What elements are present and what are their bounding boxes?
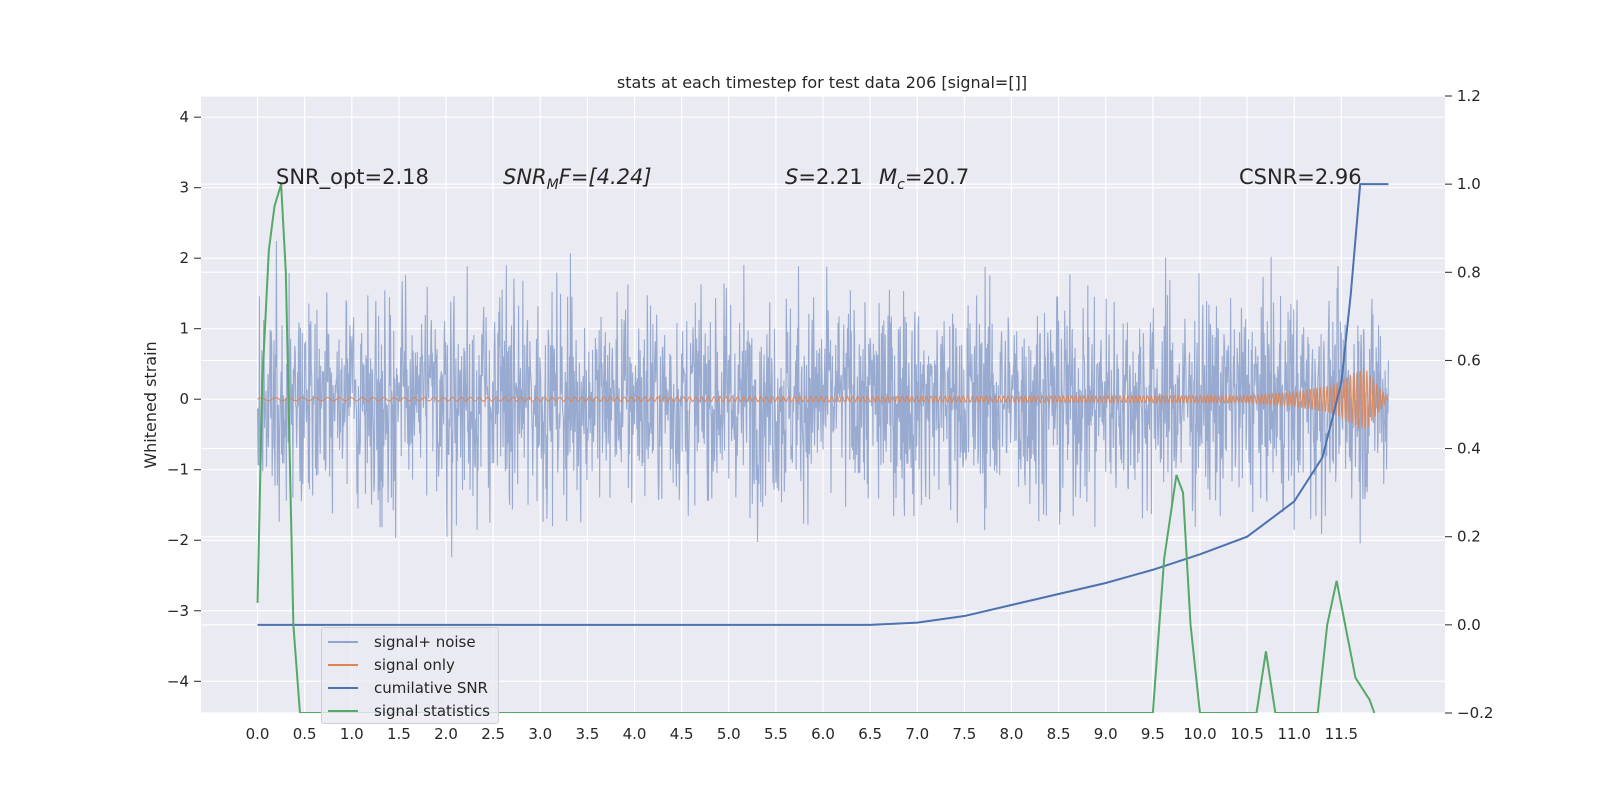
annotation-csnr: CSNR=2.96 — [1239, 165, 1362, 189]
legend-swatch — [328, 641, 358, 643]
y-right-tick-label: 1.2 — [1457, 87, 1481, 105]
legend-label: cumilative SNR — [374, 679, 488, 697]
y-tick-label: 0 — [179, 390, 189, 408]
y-axis-label: Whitened strain — [141, 341, 160, 468]
y-right-tick-label: 0.0 — [1457, 616, 1481, 634]
x-tick-label: 0.0 — [246, 725, 270, 743]
y-tick-label: 3 — [179, 179, 189, 197]
x-tick-label: 9.0 — [1094, 725, 1118, 743]
annotation-snr-mf: SNRMF=[4.24] — [503, 165, 652, 193]
signal-only-series — [257, 368, 1389, 430]
axes-text: 0.0 0.5 1.0 1.5 2.0 2.5 3.0 3.5 4.0 4.5 5.0 5.5 6.0 6… — [167, 87, 1494, 743]
x-tick-label: 5.0 — [717, 725, 741, 743]
legend-swatch — [328, 664, 358, 666]
y-right-tick-label: 0.8 — [1457, 263, 1481, 281]
x-tick-label: 1.0 — [340, 725, 364, 743]
legend-label: signal+ noise — [374, 633, 476, 651]
y-tick-label: −3 — [167, 602, 189, 620]
legend-label: signal only — [374, 656, 455, 674]
x-tick-label: 10.5 — [1230, 725, 1263, 743]
y-tick-label: −2 — [167, 531, 189, 549]
signal-plus-noise-line — [257, 241, 1389, 558]
chart-title: stats at each timestep for test data 206… — [617, 73, 1027, 92]
x-tick-label: 7.0 — [905, 725, 929, 743]
x-tick-label: 6.0 — [811, 725, 835, 743]
x-tick-label: 8.0 — [1000, 725, 1024, 743]
legend: signal+ noise signal only cumilative SNR… — [321, 627, 499, 724]
x-tick-label: 7.5 — [952, 725, 976, 743]
x-tick-label: 11.0 — [1278, 725, 1311, 743]
annotation-mc: Mc=20.7 — [879, 165, 969, 193]
legend-swatch — [328, 687, 358, 689]
signal-statistics-line — [256, 183, 1376, 713]
y-right-tick-label: 0.2 — [1457, 528, 1481, 546]
right-axis-series — [256, 183, 1389, 713]
legend-item-cumilative-snr: cumilative SNR — [322, 677, 488, 699]
y-tick-label: −4 — [167, 672, 189, 690]
x-tick-label: 5.5 — [764, 725, 788, 743]
x-tick-label: 10.0 — [1183, 725, 1216, 743]
y-tick-label: 2 — [179, 249, 189, 267]
y-right-tick-label: 0.6 — [1457, 351, 1481, 369]
y-tick-label: 4 — [179, 108, 189, 126]
x-tick-label: 3.5 — [575, 725, 599, 743]
x-tick-label: 8.5 — [1047, 725, 1071, 743]
annotation-snr-opt: SNR_opt=2.18 — [276, 165, 429, 190]
x-tick-label: 4.5 — [670, 725, 694, 743]
x-tick-label: 2.5 — [481, 725, 505, 743]
y-right-tick-label: 0.4 — [1457, 440, 1481, 458]
cumilative-snr-line — [257, 183, 1389, 626]
y-right-tick-label: 1.0 — [1457, 175, 1481, 193]
y-right-tick-label: −0.2 — [1457, 704, 1493, 722]
y-tick-label: −1 — [167, 461, 189, 479]
x-tick-label: 0.5 — [293, 725, 317, 743]
x-tick-label: 11.5 — [1325, 725, 1358, 743]
signal-only-line — [257, 368, 1389, 430]
x-tick-label: 3.0 — [528, 725, 552, 743]
x-tick-label: 6.5 — [858, 725, 882, 743]
x-tick-label: 4.0 — [623, 725, 647, 743]
legend-item-signal-plus-noise: signal+ noise — [322, 631, 476, 653]
x-tick-label: 9.5 — [1141, 725, 1165, 743]
y-tick-label: 1 — [179, 320, 189, 338]
legend-item-signal-only: signal only — [322, 654, 455, 676]
annotation-s: S=2.21 — [785, 165, 863, 189]
x-tick-label: 1.5 — [387, 725, 411, 743]
signal-plus-noise-series — [257, 241, 1389, 558]
legend-label: signal statistics — [374, 702, 491, 720]
legend-item-signal-statistics: signal statistics — [322, 700, 490, 722]
x-tick-label: 2.0 — [434, 725, 458, 743]
legend-swatch — [328, 710, 358, 712]
